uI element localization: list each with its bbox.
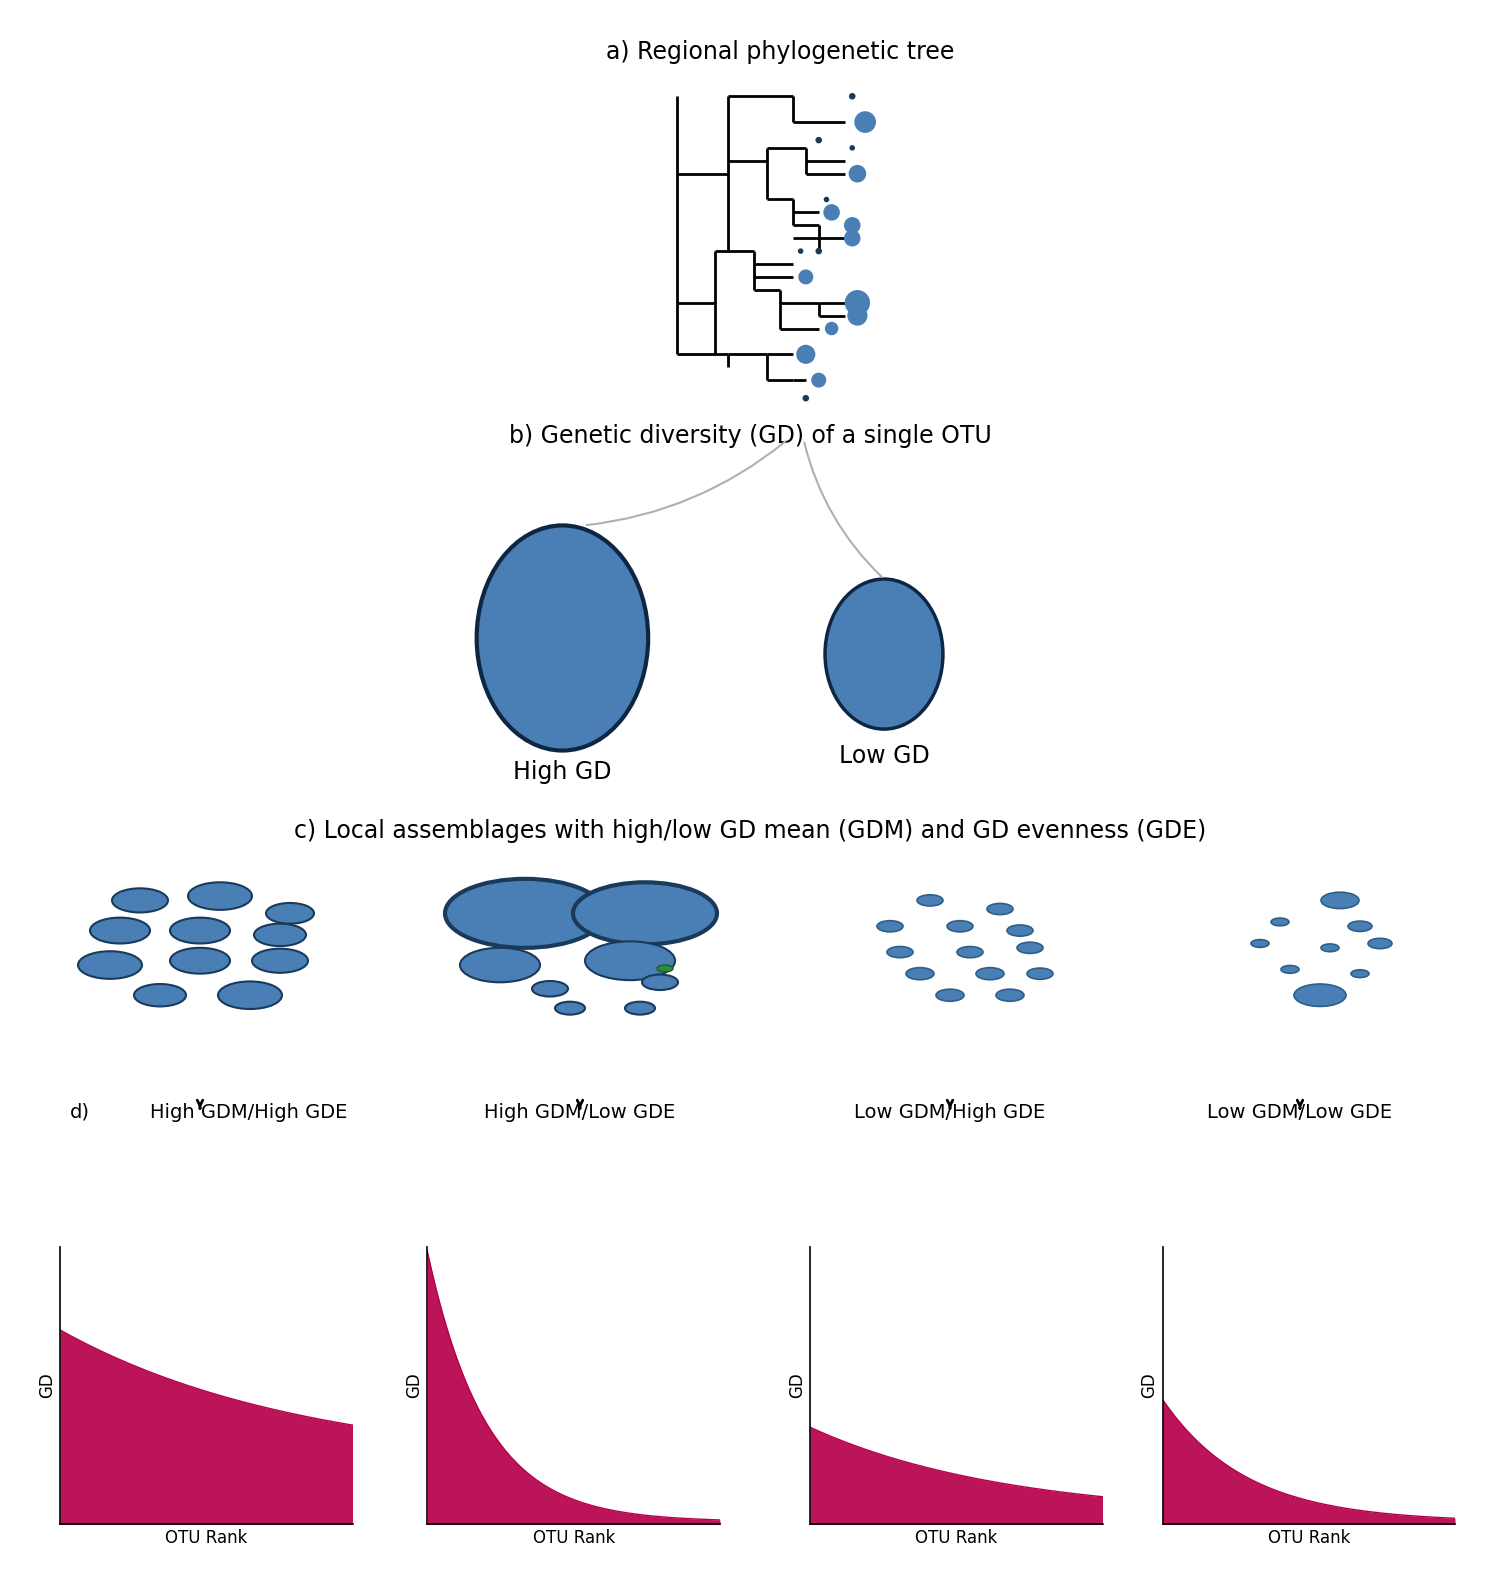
Circle shape [878,921,903,932]
Text: Low GDM/High GDE: Low GDM/High GDE [855,1104,1046,1123]
Circle shape [802,395,808,400]
Circle shape [850,146,855,149]
Circle shape [532,981,568,997]
Circle shape [800,270,813,283]
Circle shape [90,918,150,943]
Circle shape [976,967,1004,980]
Circle shape [1322,892,1359,908]
Text: c) Local assemblages with high/low GD mean (GDM) and GD evenness (GDE): c) Local assemblages with high/low GD me… [294,818,1206,843]
Circle shape [1017,942,1042,953]
Circle shape [1348,921,1372,932]
Circle shape [816,138,822,143]
Circle shape [188,883,252,910]
Circle shape [936,989,964,1002]
X-axis label: OTU Rank: OTU Rank [532,1529,615,1547]
Circle shape [1028,969,1053,980]
Circle shape [170,918,230,943]
Circle shape [254,924,306,946]
Circle shape [825,197,828,202]
X-axis label: OTU Rank: OTU Rank [165,1529,248,1547]
Ellipse shape [477,526,648,751]
Circle shape [906,967,934,980]
Circle shape [844,230,859,246]
Circle shape [855,113,874,132]
Circle shape [1281,966,1299,973]
Circle shape [657,966,674,972]
Circle shape [626,1002,656,1015]
Circle shape [827,322,837,333]
Circle shape [217,981,282,1008]
Circle shape [585,942,675,980]
Circle shape [1251,940,1269,948]
Circle shape [996,989,1024,1002]
Circle shape [1368,939,1392,948]
Circle shape [78,951,142,978]
Circle shape [798,249,802,252]
Circle shape [946,921,974,932]
Circle shape [957,946,982,958]
Circle shape [1352,970,1370,978]
Circle shape [1007,924,1034,937]
Circle shape [134,985,186,1007]
Text: d): d) [70,1104,90,1123]
Circle shape [813,373,825,386]
Text: b) Genetic diversity (GD) of a single OTU: b) Genetic diversity (GD) of a single OT… [509,424,992,448]
Circle shape [460,948,540,983]
Text: a) Regional phylogenetic tree: a) Regional phylogenetic tree [606,40,954,64]
Circle shape [846,291,868,314]
Circle shape [987,904,1012,915]
Y-axis label: GD: GD [38,1372,56,1399]
Circle shape [886,946,914,958]
Circle shape [1270,918,1288,926]
Y-axis label: GD: GD [788,1372,806,1399]
Circle shape [555,1002,585,1015]
Y-axis label: GD: GD [1140,1372,1158,1399]
Y-axis label: GD: GD [405,1372,423,1399]
Circle shape [1294,985,1346,1007]
Circle shape [916,894,944,907]
Circle shape [642,975,678,989]
Circle shape [112,888,168,913]
Text: Low GD: Low GD [839,743,930,769]
Text: High GDM/Low GDE: High GDM/Low GDE [484,1104,675,1123]
Circle shape [170,948,230,973]
Circle shape [816,248,822,254]
Circle shape [849,165,865,181]
Circle shape [798,346,814,362]
Circle shape [573,883,717,945]
Text: High GDM/High GDE: High GDM/High GDE [150,1104,348,1123]
Circle shape [446,878,604,948]
X-axis label: OTU Rank: OTU Rank [1268,1529,1350,1547]
Circle shape [825,205,839,219]
Ellipse shape [825,580,944,729]
Circle shape [1322,943,1340,951]
Circle shape [849,94,855,98]
Circle shape [849,306,867,324]
Text: High GD: High GD [513,761,612,784]
Circle shape [266,904,314,924]
X-axis label: OTU Rank: OTU Rank [915,1529,998,1547]
Circle shape [844,218,859,232]
Text: Low GDM/Low GDE: Low GDM/Low GDE [1208,1104,1392,1123]
Circle shape [252,948,308,973]
